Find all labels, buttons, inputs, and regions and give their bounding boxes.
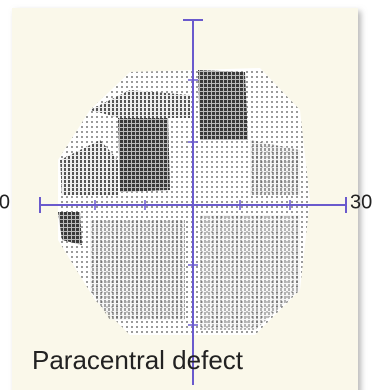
page: 30 30 Paracentral defect (() => { const … [0,0,374,390]
caption: Paracentral defect [32,345,244,375]
right-axis-label: 30 [350,191,372,213]
left-axis-label: 30 [0,191,10,213]
visual-field-figure: 30 30 Paracentral defect [0,0,374,390]
greyscale-field [58,68,310,335]
